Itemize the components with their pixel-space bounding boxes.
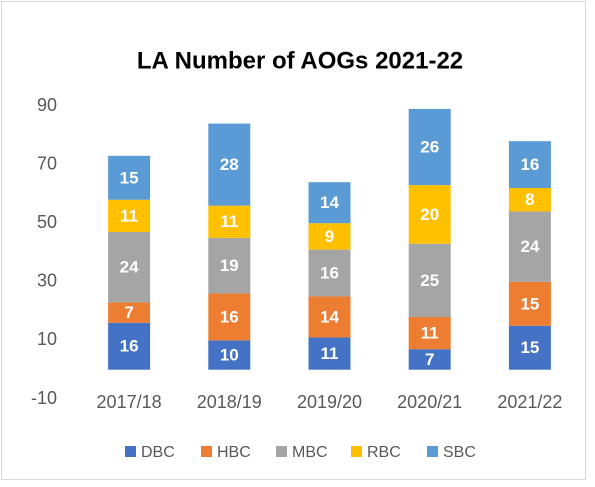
data-label: 7 — [124, 303, 133, 322]
legend-label: HBC — [217, 444, 251, 461]
bar-segment — [408, 316, 451, 350]
legend-label: DBC — [141, 444, 175, 461]
legend-swatch — [427, 446, 438, 457]
bar-segment — [108, 322, 151, 370]
x-tick-label: 2017/18 — [97, 392, 162, 412]
data-label: 14 — [320, 193, 339, 212]
data-label: 14 — [320, 307, 339, 326]
bar-segment — [208, 123, 251, 206]
bar-segment — [208, 293, 251, 341]
bar-segment — [308, 249, 351, 297]
bar-segment — [508, 141, 551, 189]
bar-segment — [308, 296, 351, 338]
bar-segment — [408, 108, 451, 186]
data-label: 19 — [220, 256, 239, 275]
bar-segment — [208, 237, 251, 294]
bar-segment — [508, 188, 551, 212]
legend-swatch — [351, 446, 362, 457]
x-tick-label: 2019/20 — [297, 392, 362, 412]
bar-segment — [108, 231, 151, 303]
bar-segment — [508, 281, 551, 326]
data-label: 9 — [325, 227, 334, 246]
bar-segment — [308, 337, 351, 370]
data-label: 24 — [520, 237, 539, 256]
data-label: 16 — [320, 263, 339, 282]
data-label: 15 — [520, 294, 539, 313]
y-tick-label: 10 — [37, 329, 57, 349]
bar-segment — [208, 205, 251, 238]
data-label: 25 — [420, 271, 439, 290]
bar-segment — [108, 199, 151, 232]
data-label: 11 — [421, 324, 439, 343]
legend-label: SBC — [443, 444, 476, 461]
x-tick-label: 2020/21 — [397, 392, 462, 412]
bar-segment — [208, 340, 251, 370]
x-tick-label: 2018/19 — [197, 392, 262, 412]
data-label: 16 — [120, 337, 139, 356]
legend-swatch — [276, 446, 287, 457]
y-tick-label: 50 — [37, 212, 57, 232]
y-tick-label: 90 — [37, 95, 57, 115]
bar-segment — [508, 211, 551, 282]
bar-segment — [408, 349, 451, 370]
chart-border — [1, 1, 586, 480]
data-label: 7 — [425, 350, 434, 369]
chart-title: LA Number of AOGs 2021-22 — [137, 47, 463, 74]
data-label: 16 — [220, 307, 239, 326]
legend-label: MBC — [292, 444, 328, 461]
data-label: 20 — [420, 205, 439, 224]
x-tick-label: 2021/22 — [497, 392, 562, 412]
bar-segment — [308, 223, 351, 250]
legend-swatch — [201, 446, 212, 457]
y-tick-label: 30 — [37, 271, 57, 291]
bar-segment — [108, 302, 151, 323]
data-label: 15 — [520, 338, 539, 357]
data-label: 15 — [120, 168, 139, 187]
data-label: 16 — [520, 155, 539, 174]
legend-label: RBC — [367, 444, 401, 461]
legend-swatch — [125, 446, 136, 457]
data-label: 8 — [525, 190, 534, 209]
data-label: 11 — [321, 344, 339, 363]
bar-segment — [408, 185, 451, 244]
y-tick-label: -10 — [31, 388, 57, 408]
data-label: 11 — [120, 206, 138, 225]
y-tick-label: 70 — [37, 153, 57, 173]
bar-segment — [508, 325, 551, 370]
bar-segment — [308, 182, 351, 224]
data-label: 26 — [420, 138, 439, 157]
data-label: 24 — [120, 258, 139, 277]
data-label: 10 — [220, 346, 239, 365]
bar-segment — [408, 243, 451, 317]
bar-segment — [108, 155, 151, 200]
data-label: 11 — [220, 212, 238, 231]
data-label: 28 — [220, 155, 239, 174]
